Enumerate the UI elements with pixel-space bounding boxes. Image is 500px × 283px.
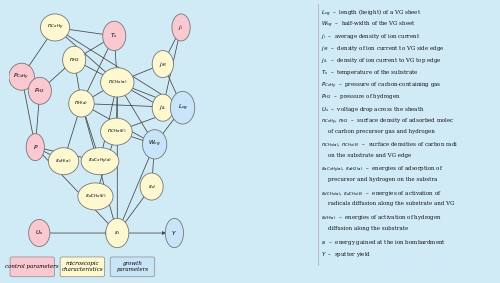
- Text: $j_{iR}$  –  density of ion current to VG side edge: $j_{iR}$ – density of ion current to VG …: [320, 44, 444, 53]
- Text: radicals diffusion along the substrate and VG: radicals diffusion along the substrate a…: [320, 201, 454, 207]
- Text: $W_{vg}$  –  half-width of the VG sheet: $W_{vg}$ – half-width of the VG sheet: [320, 20, 416, 30]
- Ellipse shape: [166, 218, 184, 248]
- Ellipse shape: [28, 220, 50, 246]
- Text: $U_s$  –  voltage drop across the sheath: $U_s$ – voltage drop across the sheath: [320, 105, 424, 113]
- Text: on the substrate and VG edge: on the substrate and VG edge: [320, 153, 411, 158]
- FancyBboxPatch shape: [110, 257, 154, 277]
- Ellipse shape: [140, 173, 163, 200]
- FancyBboxPatch shape: [10, 257, 54, 277]
- Text: precursor and hydrogen on the substra: precursor and hydrogen on the substra: [320, 177, 437, 182]
- Ellipse shape: [106, 218, 129, 248]
- Ellipse shape: [62, 46, 86, 73]
- Text: $\varepsilon_i$: $\varepsilon_i$: [114, 229, 120, 237]
- Text: $P_{H2}$: $P_{H2}$: [34, 86, 46, 95]
- Ellipse shape: [28, 77, 52, 104]
- Text: $n_{H(a)}$: $n_{H(a)}$: [74, 100, 88, 107]
- Text: control parameters: control parameters: [6, 264, 59, 269]
- Text: $j_{iL}$: $j_{iL}$: [159, 103, 166, 112]
- Ellipse shape: [152, 94, 174, 121]
- Text: $n_{CHx(E)}$: $n_{CHx(E)}$: [106, 128, 126, 135]
- Ellipse shape: [68, 90, 94, 117]
- Text: $j_{iL}$  –  density of ion current to VG top edge: $j_{iL}$ – density of ion current to VG …: [320, 56, 441, 65]
- Text: of carbon precursor gas and hydrogen: of carbon precursor gas and hydrogen: [320, 129, 434, 134]
- Text: $\varepsilon_{dH(a)}$  –  energies of activation of hydrogen: $\varepsilon_{dH(a)}$ – energies of acti…: [320, 214, 442, 222]
- Text: $n_{CHx(a)}$: $n_{CHx(a)}$: [108, 79, 127, 86]
- Ellipse shape: [40, 14, 70, 41]
- Text: $\varepsilon_{dCHx(E)}$: $\varepsilon_{dCHx(E)}$: [84, 193, 106, 200]
- Text: $n_{CHx(a)}$, $n_{CHx(E)}$  –  surface densities of carbon radi: $n_{CHx(a)}$, $n_{CHx(E)}$ – surface den…: [320, 141, 458, 149]
- Ellipse shape: [152, 51, 174, 78]
- Text: $T_s$: $T_s$: [110, 31, 118, 40]
- FancyBboxPatch shape: [60, 257, 104, 277]
- Text: growth
parameters: growth parameters: [116, 261, 148, 272]
- Ellipse shape: [48, 148, 78, 175]
- Text: $j_i$: $j_i$: [178, 23, 184, 32]
- Text: diffusion along the substrate: diffusion along the substrate: [320, 226, 408, 231]
- Ellipse shape: [81, 148, 119, 175]
- Text: $\varepsilon_{dCxHy(a)}$: $\varepsilon_{dCxHy(a)}$: [88, 156, 112, 166]
- Text: $n_{CxHy}$: $n_{CxHy}$: [46, 23, 64, 32]
- Text: $Y$  –  sputter yield: $Y$ – sputter yield: [320, 250, 371, 259]
- Ellipse shape: [100, 118, 132, 145]
- Ellipse shape: [78, 183, 113, 210]
- Text: $W_{vg}$: $W_{vg}$: [148, 139, 161, 149]
- Ellipse shape: [26, 134, 44, 161]
- Ellipse shape: [172, 14, 190, 41]
- Text: $\varepsilon_{dH(a)}$: $\varepsilon_{dH(a)}$: [56, 158, 72, 165]
- Text: $U_s$: $U_s$: [35, 229, 43, 237]
- Text: $Y$: $Y$: [172, 229, 177, 237]
- Text: $j_i$  –  average density of ion current: $j_i$ – average density of ion current: [320, 32, 420, 41]
- Text: $P$: $P$: [32, 143, 38, 151]
- Text: $P_{CxHy}$: $P_{CxHy}$: [14, 72, 30, 82]
- Text: $L_{vg}$  –  length (height) of a VG sheet: $L_{vg}$ – length (height) of a VG sheet: [320, 8, 421, 19]
- Text: $P_{H2}$  –  pressure of hydrogen: $P_{H2}$ – pressure of hydrogen: [320, 93, 400, 102]
- Text: $T_s$  –  temperature of the substrate: $T_s$ – temperature of the substrate: [320, 68, 418, 77]
- Text: $\varepsilon_{d}$: $\varepsilon_{d}$: [148, 183, 156, 190]
- Ellipse shape: [142, 130, 167, 159]
- Text: $j_{iR}$: $j_{iR}$: [159, 59, 167, 68]
- Ellipse shape: [170, 91, 194, 124]
- Text: $P_{CxHy}$  –  pressure of carbon-containing gas: $P_{CxHy}$ – pressure of carbon-containi…: [320, 80, 441, 91]
- Text: $n_{CxHy}$, $n_{H2}$  –  surface density of adsorbed molec: $n_{CxHy}$, $n_{H2}$ – surface density o…: [320, 117, 454, 127]
- Ellipse shape: [100, 68, 134, 97]
- Ellipse shape: [102, 21, 126, 51]
- Text: $\varepsilon_{aCxHy(a)}$, $\varepsilon_{aH2(a)}$  –  energies of adsorption of: $\varepsilon_{aCxHy(a)}$, $\varepsilon_{…: [320, 165, 443, 175]
- Text: $\varepsilon_{dCHx(a)}$, $\varepsilon_{dCHx(E)}$  –  energies of activation of: $\varepsilon_{dCHx(a)}$, $\varepsilon_{d…: [320, 189, 441, 198]
- Text: $\varepsilon_i$  –  energy gained at the ion bombardment: $\varepsilon_i$ – energy gained at the i…: [320, 238, 446, 247]
- Text: microscopic
characteristics: microscopic characteristics: [62, 261, 103, 272]
- Ellipse shape: [9, 63, 34, 90]
- Text: $n_{H2}$: $n_{H2}$: [68, 56, 80, 64]
- Text: $L_{vg}$: $L_{vg}$: [178, 103, 188, 113]
